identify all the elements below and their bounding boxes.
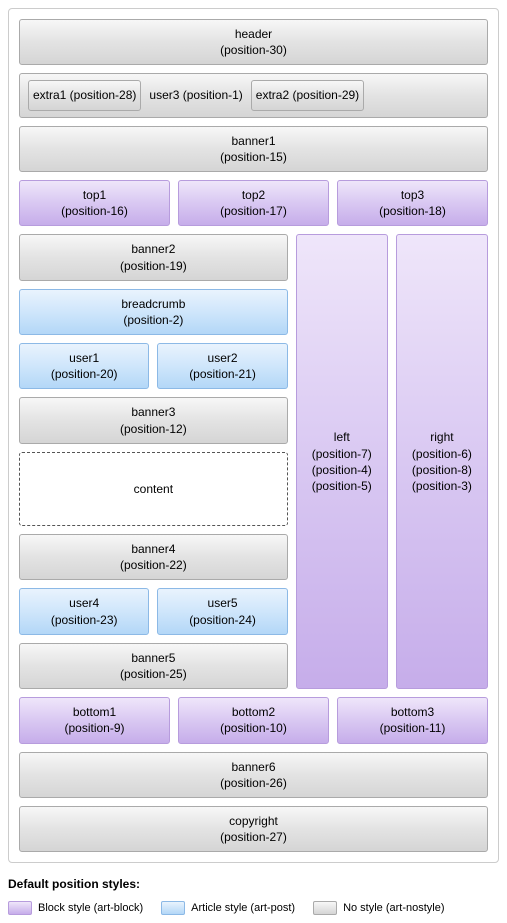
bottom2-pos: (position-10) [183,720,324,736]
mid-section: banner2 (position-19) breadcrumb (positi… [19,234,488,689]
header-title: header [24,26,483,42]
banner4-block: banner4 (position-22) [19,534,288,580]
header-block: header (position-30) [19,19,488,65]
legend-nostyle-label: No style (art-nostyle) [343,902,444,914]
banner3-title: banner3 [24,404,283,420]
user3-pos: (position-1) [183,88,243,102]
user1-block: user1 (position-20) [19,343,149,389]
user4-title: user4 [24,595,144,611]
swatch-grey [313,901,337,915]
user3-block: user3 (position-1) [149,88,242,102]
top1-block: top1 (position-16) [19,180,170,226]
banner4-pos: (position-22) [24,557,283,573]
copyright-title: copyright [24,813,483,829]
legend-block-label: Block style (art-block) [38,902,143,914]
bottom2-block: bottom2 (position-10) [178,697,329,743]
top2-pos: (position-17) [183,203,324,219]
banner6-pos: (position-26) [24,775,483,791]
banner3-pos: (position-12) [24,421,283,437]
header-pos: (position-30) [24,42,483,58]
user2-pos: (position-21) [162,366,282,382]
user2-block: user2 (position-21) [157,343,287,389]
user4-block: user4 (position-23) [19,588,149,634]
bottom2-title: bottom2 [183,704,324,720]
legend-item-block: Block style (art-block) [8,901,143,915]
legend-heading: Default position styles: [8,877,499,891]
top1-pos: (position-16) [24,203,165,219]
breadcrumb-block: breadcrumb (position-2) [19,289,288,335]
breadcrumb-title: breadcrumb [24,296,283,312]
legend-item-article: Article style (art-post) [161,901,295,915]
top2-title: top2 [183,187,324,203]
left-title: left [301,429,383,445]
banner5-title: banner5 [24,650,283,666]
banner6-title: banner6 [24,759,483,775]
legend-item-nostyle: No style (art-nostyle) [313,901,444,915]
banner1-pos: (position-15) [24,149,483,165]
top3-block: top3 (position-18) [337,180,488,226]
right-title: right [401,429,483,445]
copyright-block: copyright (position-27) [19,806,488,852]
top3-title: top3 [342,187,483,203]
right-p2: (position-8) [401,462,483,478]
top-row: top1 (position-16) top2 (position-17) to… [19,180,488,226]
banner5-pos: (position-25) [24,666,283,682]
banner1-block: banner1 (position-15) [19,126,488,172]
bottom1-title: bottom1 [24,704,165,720]
top2-block: top2 (position-17) [178,180,329,226]
copyright-pos: (position-27) [24,829,483,845]
legend-row: Block style (art-block) Article style (a… [8,901,499,915]
extra1-block: extra1 (position-28) [28,80,141,110]
bottom-row: bottom1 (position-9) bottom2 (position-1… [19,697,488,743]
banner4-title: banner4 [24,541,283,557]
banner2-pos: (position-19) [24,258,283,274]
bottom1-block: bottom1 (position-9) [19,697,170,743]
swatch-blue [161,901,185,915]
banner1-title: banner1 [24,133,483,149]
extra2-label: extra2 (position-29) [256,88,359,102]
user5-title: user5 [162,595,282,611]
banner6-block: banner6 (position-26) [19,752,488,798]
right-p3: (position-3) [401,478,483,494]
bottom1-pos: (position-9) [24,720,165,736]
content-title: content [134,482,173,496]
user-row-2: user4 (position-23) user5 (position-24) [19,588,288,634]
side-columns: left (position-7) (position-4) (position… [296,234,488,689]
user3-title: user3 [149,88,179,102]
swatch-purple [8,901,32,915]
user1-pos: (position-20) [24,366,144,382]
top3-pos: (position-18) [342,203,483,219]
left-block: left (position-7) (position-4) (position… [296,234,388,689]
left-p3: (position-5) [301,478,383,494]
legend: Default position styles: Block style (ar… [8,877,499,915]
banner5-block: banner5 (position-25) [19,643,288,689]
user2-title: user2 [162,350,282,366]
extra1-label: extra1 (position-28) [33,88,136,102]
main-column: banner2 (position-19) breadcrumb (positi… [19,234,288,689]
banner3-block: banner3 (position-12) [19,397,288,443]
user5-pos: (position-24) [162,612,282,628]
legend-article-label: Article style (art-post) [191,902,295,914]
right-block: right (position-6) (position-8) (positio… [396,234,488,689]
banner2-block: banner2 (position-19) [19,234,288,280]
user4-pos: (position-23) [24,612,144,628]
bottom3-block: bottom3 (position-11) [337,697,488,743]
content-block: content [19,452,288,526]
top1-title: top1 [24,187,165,203]
user1-title: user1 [24,350,144,366]
user5-block: user5 (position-24) [157,588,287,634]
extra2-block: extra2 (position-29) [251,80,364,110]
right-p1: (position-6) [401,446,483,462]
bottom3-pos: (position-11) [342,720,483,736]
bottom3-title: bottom3 [342,704,483,720]
user3-row: extra1 (position-28) user3 (position-1) … [19,73,488,117]
left-p1: (position-7) [301,446,383,462]
user-row-1: user1 (position-20) user2 (position-21) [19,343,288,389]
banner2-title: banner2 [24,241,283,257]
layout-diagram: header (position-30) extra1 (position-28… [8,8,499,863]
breadcrumb-pos: (position-2) [24,312,283,328]
left-p2: (position-4) [301,462,383,478]
